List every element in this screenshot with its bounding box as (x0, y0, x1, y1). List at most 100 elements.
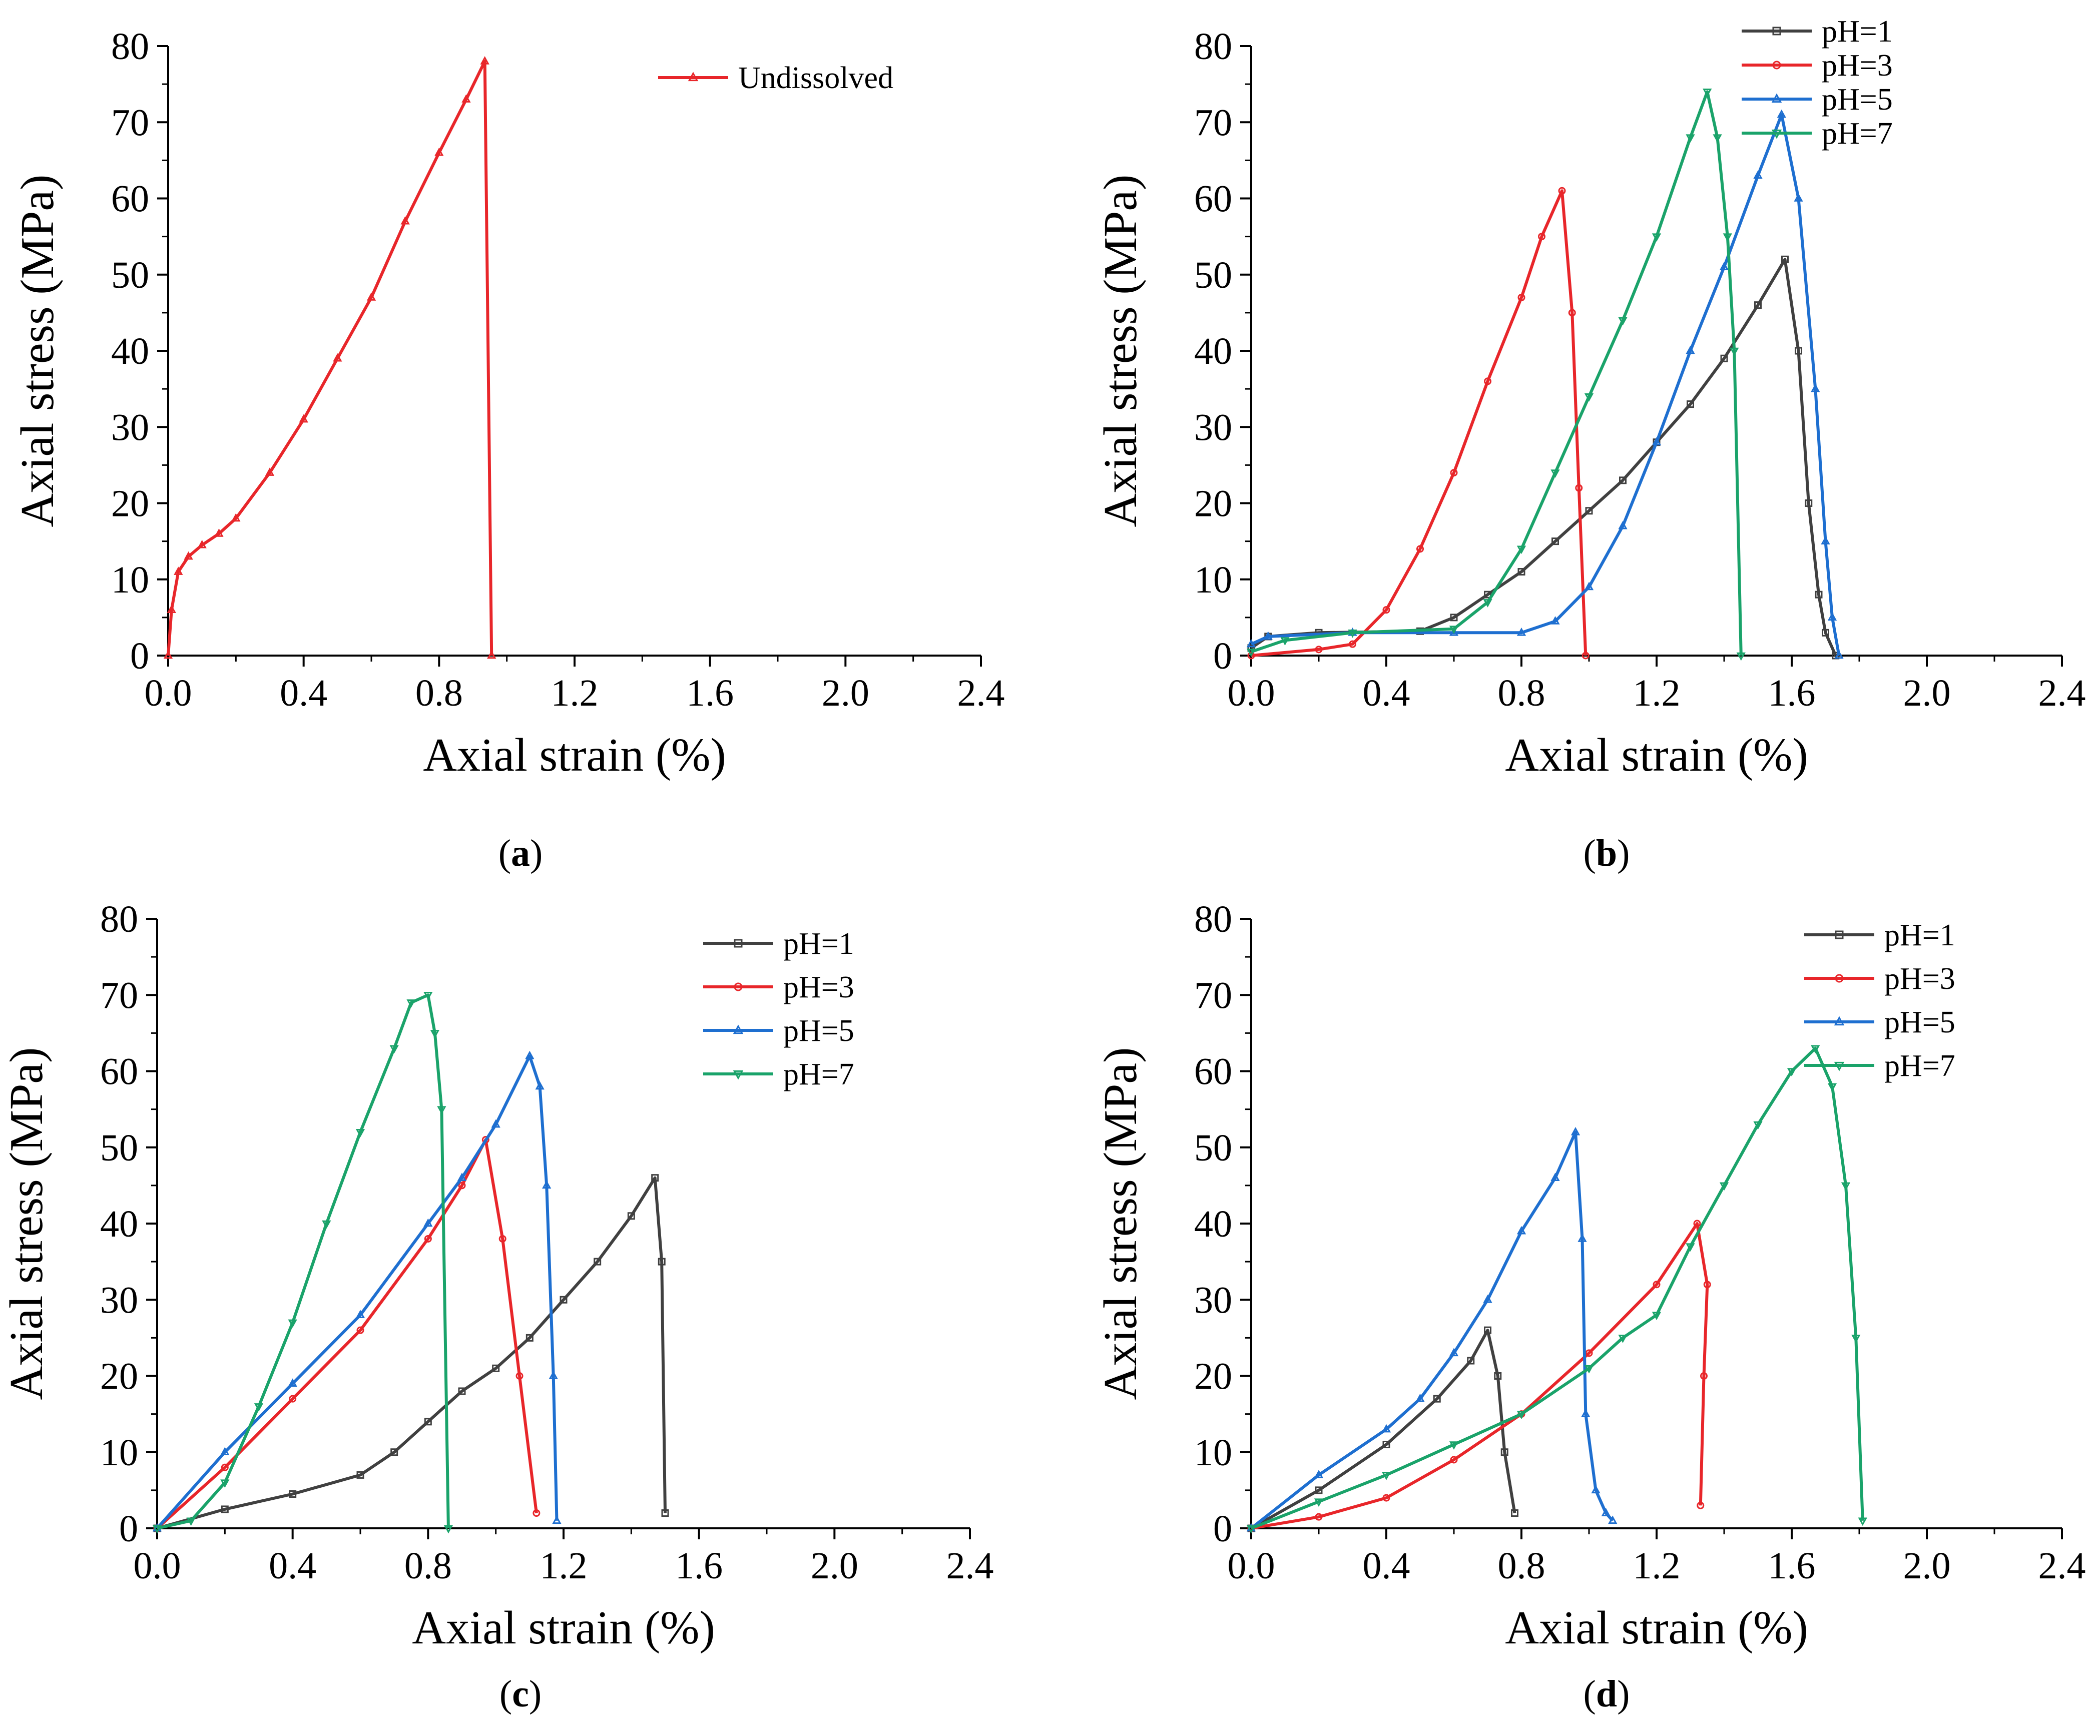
legend-label: pH=7 (783, 1057, 854, 1091)
data-point (458, 1387, 466, 1395)
data-point (1584, 582, 1594, 591)
data-point (163, 650, 173, 659)
y-tick-label: 40 (1194, 330, 1232, 372)
data-point (356, 1471, 364, 1479)
data-point (355, 1129, 365, 1137)
data-point (1618, 520, 1628, 529)
data-point (1753, 170, 1763, 179)
data-point (1827, 1083, 1837, 1092)
x-tick-label: 0.4 (1363, 1545, 1410, 1587)
legend-marker (733, 1024, 744, 1034)
data-point (1700, 1372, 1708, 1380)
data-point (1795, 347, 1802, 355)
data-point (1858, 1517, 1867, 1526)
x-tick-label: 0.8 (1498, 672, 1545, 714)
series-line (1250, 1130, 1614, 1530)
y-tick-label: 10 (111, 559, 149, 601)
legend-marker (734, 982, 743, 991)
x-tick-label: 0.0 (145, 672, 192, 714)
legend-label: pH=1 (1822, 15, 1893, 49)
legend-label: pH=7 (1884, 1049, 1955, 1083)
y-tick-label: 50 (111, 254, 149, 296)
y-tick-label: 60 (1194, 178, 1232, 220)
y-tick-label: 0 (119, 1508, 138, 1550)
data-point (423, 1218, 433, 1227)
data-point (1511, 1509, 1518, 1517)
data-point (487, 650, 496, 659)
data-point (430, 1030, 440, 1038)
series-line (1251, 1222, 1709, 1530)
data-point (1382, 606, 1390, 614)
data-point (1449, 1441, 1459, 1450)
y-tick-label: 30 (100, 1279, 138, 1321)
legend-entry: pH=5 (703, 1014, 854, 1048)
data-point (1811, 383, 1820, 392)
data-point (1719, 262, 1729, 270)
x-tick-label: 1.6 (1768, 672, 1816, 714)
series-ph-7 (1246, 89, 1746, 661)
legend-entry: pH=3 (1804, 962, 1955, 996)
data-point (526, 1334, 534, 1342)
data-point (1467, 1357, 1475, 1365)
y-tick-label: 50 (1194, 1127, 1232, 1169)
data-point (1246, 649, 1256, 657)
series-line (157, 1176, 667, 1530)
x-tick-label: 2.4 (957, 672, 1005, 714)
series-line (1250, 1046, 1864, 1530)
data-point (424, 1418, 432, 1426)
data-point (1618, 1335, 1628, 1343)
legend-entry: pH=1 (1742, 15, 1893, 49)
y-tick-label: 20 (100, 1356, 138, 1398)
data-point (461, 94, 471, 103)
y-axis-title: Axial stress (MPa) (1, 1047, 53, 1400)
legend-entry: pH=3 (1742, 49, 1893, 83)
data-point (1581, 1409, 1591, 1417)
data-point (1415, 1393, 1425, 1402)
data-point (1517, 293, 1525, 301)
data-point (390, 1448, 398, 1456)
data-point (552, 1515, 562, 1524)
data-point (1686, 1243, 1695, 1252)
legend-entry: pH=1 (703, 927, 854, 961)
y-tick-label: 10 (100, 1432, 138, 1474)
data-point (1652, 1312, 1662, 1321)
series-line (157, 993, 450, 1530)
data-point (289, 1395, 297, 1403)
data-point (1516, 628, 1526, 636)
data-point (661, 1509, 669, 1517)
y-tick-label: 80 (1194, 26, 1232, 68)
y-tick-label: 10 (1194, 559, 1232, 601)
data-point (1827, 612, 1837, 621)
y-axis-title: Axial stress (MPa) (1095, 175, 1147, 527)
legend-entry: pH=3 (703, 970, 854, 1004)
series-ph-5 (1246, 109, 1844, 659)
series-ph-3 (1247, 1220, 1711, 1532)
panel-label-open: ( (498, 832, 511, 874)
y-tick-label: 40 (111, 330, 149, 372)
data-point (1280, 637, 1290, 646)
panel-label-letter: b (1596, 832, 1617, 874)
y-tick-label: 70 (100, 974, 138, 1016)
data-point (1550, 1173, 1560, 1181)
data-point (389, 1045, 399, 1054)
y-tick-label: 30 (111, 406, 149, 448)
x-tick-label: 1.2 (1633, 1545, 1681, 1587)
data-point (400, 216, 410, 225)
data-point (1315, 1486, 1323, 1494)
data-point (1693, 1220, 1701, 1228)
data-point (366, 292, 376, 301)
data-point (1815, 591, 1823, 599)
data-point (1558, 187, 1566, 195)
data-point (1483, 1294, 1492, 1303)
data-point (1500, 1448, 1508, 1456)
panel-label-close: ) (1617, 1673, 1630, 1715)
x-tick-label: 2.0 (1903, 672, 1951, 714)
series-ph-7 (1246, 1045, 1867, 1534)
data-point (289, 1490, 297, 1498)
y-tick-label: 0 (1213, 635, 1232, 677)
y-tick-label: 70 (111, 102, 149, 144)
data-point (1578, 1234, 1587, 1242)
y-tick-label: 50 (100, 1127, 138, 1169)
data-point (1314, 1470, 1324, 1478)
data-point (1736, 652, 1746, 661)
